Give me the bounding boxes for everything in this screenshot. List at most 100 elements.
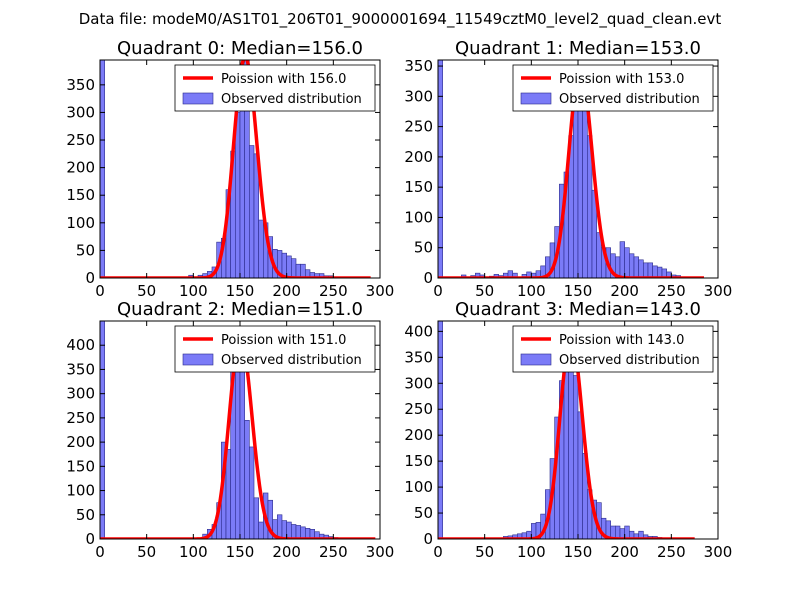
x-tick-label: 150 <box>564 543 593 561</box>
x-tick-label: 0 <box>433 282 443 300</box>
histogram-bar <box>438 321 443 539</box>
x-tick-label: 100 <box>179 543 208 561</box>
y-tick-label: 50 <box>76 506 95 524</box>
subplot-grid: Quadrant 0: Median=156.0 0 50 100 150 200 250 3… <box>66 38 732 561</box>
histogram-bar <box>239 90 245 278</box>
histogram-bar <box>295 263 301 278</box>
x-tick-label: 300 <box>366 282 395 300</box>
histogram-bar <box>300 526 306 539</box>
subplot-title: Quadrant 3: Median=143.0 <box>455 299 701 320</box>
x-tick-label: 300 <box>366 543 395 561</box>
x-tick-label: 200 <box>610 543 639 561</box>
subplot-quadrant-0: Quadrant 0: Median=156.0 0 50 100 150 200 250 3… <box>66 38 394 300</box>
x-tick-label: 150 <box>564 282 593 300</box>
legend: Poission with 156.0 Observed distribution <box>174 64 376 112</box>
histogram-bar <box>253 497 259 539</box>
y-tick-label: 400 <box>66 336 95 354</box>
y-tick-label: 50 <box>76 241 95 259</box>
histogram-bar <box>573 96 579 278</box>
y-tick-label: 300 <box>404 87 433 105</box>
y-tick-label: 100 <box>404 478 433 496</box>
legend: Poission with 143.0 Observed distribution <box>512 325 714 373</box>
histogram-bar <box>281 520 287 539</box>
legend-bar-label: Observed distribution <box>559 92 700 107</box>
y-tick-label: 350 <box>66 76 95 94</box>
figure-suptitle: Data file: modeM0/AS1T01_206T01_90000016… <box>79 10 722 29</box>
x-tick-label: 200 <box>272 282 301 300</box>
y-tick-label: 350 <box>404 57 433 75</box>
histogram-bar <box>619 241 625 278</box>
x-tick-label: 150 <box>226 543 255 561</box>
legend-bar-label: Observed distribution <box>221 92 362 107</box>
histogram-bars <box>100 321 339 539</box>
histogram-bar <box>643 262 649 278</box>
x-tick-label: 250 <box>319 543 348 561</box>
histogram-bar <box>249 446 255 539</box>
histogram-bar <box>629 253 635 278</box>
x-tick-label: 250 <box>657 282 686 300</box>
y-tick-label: 50 <box>414 239 433 257</box>
x-tick-label: 200 <box>272 543 301 561</box>
histogram-bar <box>239 359 245 539</box>
subplot-quadrant-3: Quadrant 3: Median=143.0 0 50 100 150 200 250 3… <box>404 299 732 561</box>
histogram-bar <box>244 420 250 539</box>
histogram-bar <box>277 514 283 539</box>
x-tick-label: 300 <box>704 543 733 561</box>
histogram-bar <box>624 247 630 278</box>
y-tick-label: 250 <box>404 400 433 418</box>
y-tick-label: 50 <box>414 504 433 522</box>
histogram-bar <box>249 145 255 278</box>
histogram-bar <box>582 96 588 278</box>
y-tick-label: 0 <box>423 269 433 287</box>
x-tick-label: 200 <box>610 282 639 300</box>
histogram-bar <box>647 262 653 278</box>
legend-bar-label: Observed distribution <box>559 353 700 368</box>
histogram-bar <box>291 524 297 539</box>
x-tick-label: 0 <box>95 282 105 300</box>
x-tick-label: 250 <box>319 282 348 300</box>
y-tick-label: 250 <box>66 409 95 427</box>
histogram-bar <box>286 521 292 539</box>
y-tick-label: 250 <box>404 118 433 136</box>
x-tick-label: 150 <box>226 282 255 300</box>
y-tick-label: 250 <box>66 131 95 149</box>
y-tick-label: 350 <box>66 360 95 378</box>
histogram-bar <box>258 219 264 278</box>
y-tick-label: 100 <box>66 214 95 232</box>
x-tick-label: 50 <box>137 282 156 300</box>
histogram-bar <box>295 525 301 539</box>
legend-curve-label: Poission with 153.0 <box>559 72 684 87</box>
legend-bar-swatch <box>182 92 214 105</box>
legend-bar-label: Observed distribution <box>221 353 362 368</box>
histogram-bar <box>225 449 231 539</box>
y-tick-label: 0 <box>85 269 95 287</box>
poisson-curve <box>438 67 705 278</box>
y-tick-label: 100 <box>404 208 433 226</box>
subplot-title: Quadrant 2: Median=151.0 <box>117 299 363 320</box>
y-tick-label: 300 <box>66 103 95 121</box>
x-tick-label: 100 <box>179 282 208 300</box>
x-tick-label: 0 <box>433 543 443 561</box>
y-tick-label: 200 <box>404 426 433 444</box>
histogram-bar <box>235 112 241 278</box>
y-tick-label: 200 <box>66 433 95 451</box>
legend-box <box>512 325 714 373</box>
x-tick-label: 100 <box>517 543 546 561</box>
histogram-bar <box>624 525 630 539</box>
histogram-bar <box>615 525 621 539</box>
y-tick-label: 200 <box>66 159 95 177</box>
histogram-bar <box>438 60 443 278</box>
y-tick-label: 0 <box>85 530 95 548</box>
y-tick-label: 0 <box>423 530 433 548</box>
subplot-quadrant-1: Quadrant 1: Median=153.0 0 50 100 150 200 250 3… <box>404 38 732 300</box>
y-tick-label: 150 <box>404 452 433 470</box>
y-tick-label: 100 <box>66 482 95 500</box>
subplot-title: Quadrant 1: Median=153.0 <box>455 38 701 59</box>
y-tick-label: 300 <box>404 374 433 392</box>
histogram-bar <box>258 521 264 539</box>
histogram-bar <box>633 256 639 278</box>
y-tick-label: 200 <box>404 148 433 166</box>
histogram-bar <box>652 265 658 278</box>
legend-curve-label: Poission with 151.0 <box>221 333 346 348</box>
